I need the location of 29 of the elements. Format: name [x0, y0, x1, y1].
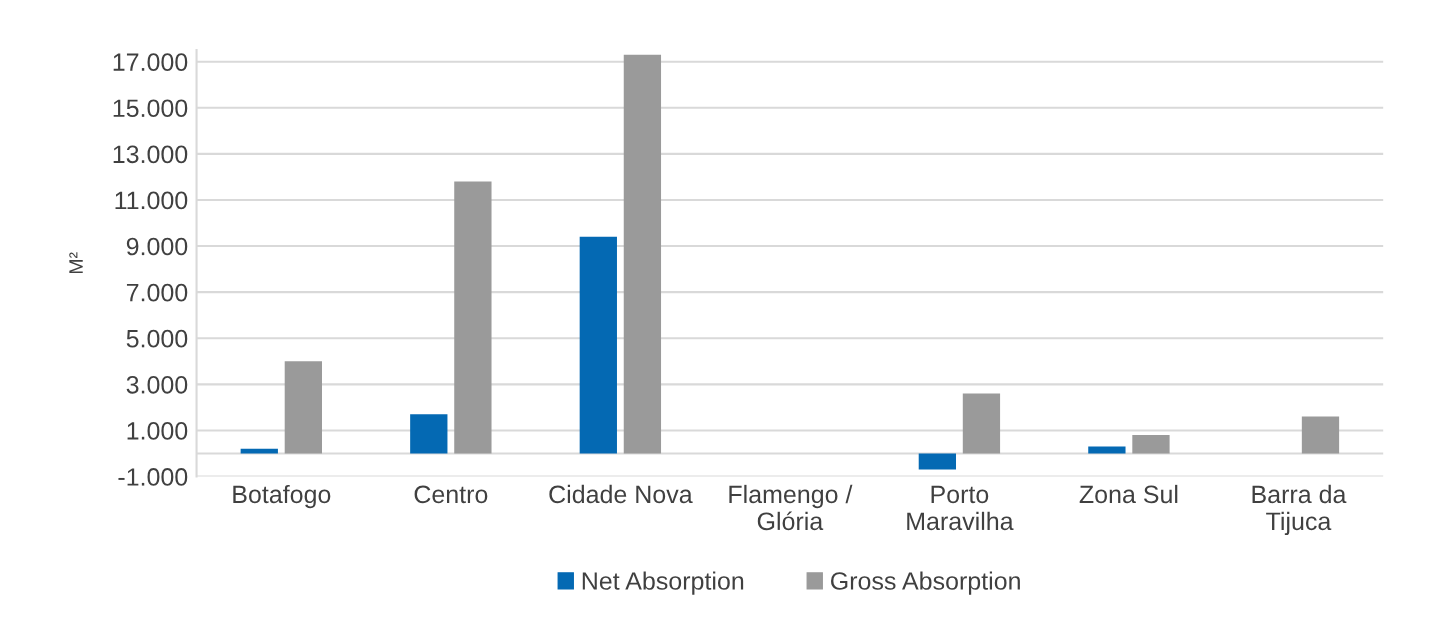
- legend-label: Gross Absorption: [831, 571, 1020, 595]
- x-tick-label: Botafogo: [233, 484, 331, 509]
- y-tick-label: 13.000: [113, 145, 188, 164]
- legend-label: Net Absorption: [582, 571, 744, 595]
- bar: [1301, 416, 1340, 454]
- y-tick-label: 7.000: [126, 283, 188, 302]
- bar: [454, 181, 492, 454]
- y-axis-title: M²: [69, 252, 83, 274]
- x-tick-label: Centro: [414, 485, 488, 504]
- y-tick-label: 17.000: [113, 53, 188, 71]
- y-tick-label: 15.000: [113, 99, 188, 118]
- y-tick-label: 1.000: [127, 422, 188, 440]
- bar: [284, 361, 322, 454]
- bar: [962, 393, 1001, 454]
- bar: [410, 414, 448, 454]
- y-tick-label: 9.000: [126, 237, 188, 256]
- bar: [918, 453, 957, 470]
- bar: [623, 54, 662, 454]
- x-tick-label: Barra da Tijuca: [1252, 484, 1347, 536]
- x-tick-label: Cidade Nova: [549, 484, 693, 504]
- x-tick-label: Zona Sul: [1079, 484, 1178, 504]
- y-tick-label: -1.000: [118, 468, 188, 486]
- y-tick-label: 5.000: [126, 329, 188, 348]
- bar: [579, 236, 617, 454]
- y-tick-label: 11.000: [115, 191, 188, 210]
- x-tick-label: Porto Maravilha: [907, 485, 1014, 531]
- x-tick-label: Flamengo / Glória: [729, 484, 853, 531]
- bar: [1132, 435, 1170, 454]
- y-tick-label: 3.000: [126, 375, 188, 394]
